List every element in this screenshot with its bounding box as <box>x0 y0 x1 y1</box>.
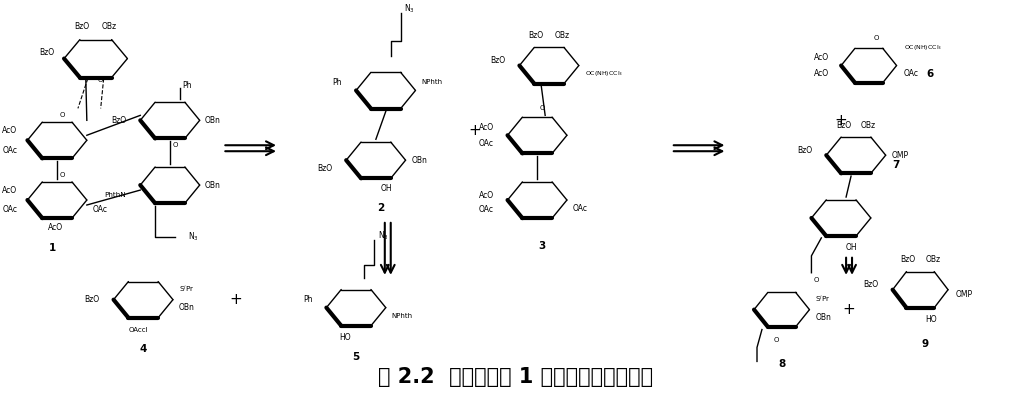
Text: OAc: OAc <box>478 139 494 148</box>
Text: 图 2.2  目标化合物 1 的逆合成分析示意图: 图 2.2 目标化合物 1 的逆合成分析示意图 <box>378 367 653 387</box>
Text: OBn: OBn <box>816 313 831 322</box>
Text: S$^i$Pr: S$^i$Pr <box>179 284 194 296</box>
Text: 9: 9 <box>922 340 929 349</box>
Text: 5: 5 <box>353 353 360 362</box>
Text: AcO: AcO <box>48 223 62 232</box>
Text: +: + <box>843 302 855 317</box>
Text: NPhth: NPhth <box>391 312 413 319</box>
Text: OAc: OAc <box>2 146 17 155</box>
Text: OBn: OBn <box>412 156 427 165</box>
Text: OBn: OBn <box>204 180 221 190</box>
Text: Ph: Ph <box>304 295 313 304</box>
Text: OBz: OBz <box>861 121 876 130</box>
Text: O: O <box>814 277 819 283</box>
Text: OAc: OAc <box>478 206 494 214</box>
Text: OC(NH)CCl$_3$: OC(NH)CCl$_3$ <box>585 69 623 78</box>
Text: Ph: Ph <box>333 78 342 87</box>
Text: BzO: BzO <box>864 280 879 289</box>
Text: BzO: BzO <box>317 164 332 173</box>
Text: AcO: AcO <box>2 186 17 195</box>
Text: O: O <box>59 112 64 118</box>
Text: BzO: BzO <box>528 31 543 40</box>
Text: OAc: OAc <box>2 206 17 214</box>
Text: AcO: AcO <box>815 53 829 62</box>
Text: PhthN: PhthN <box>104 192 127 198</box>
Text: OBn: OBn <box>204 116 221 125</box>
Text: O: O <box>774 336 780 342</box>
Text: OBz: OBz <box>555 31 570 40</box>
Text: BzO: BzO <box>111 116 127 125</box>
Text: OH: OH <box>381 184 392 193</box>
Text: OBn: OBn <box>179 303 195 312</box>
Text: HO: HO <box>925 315 937 324</box>
Text: +: + <box>468 123 481 138</box>
Text: +: + <box>229 292 241 307</box>
Text: N$_3$: N$_3$ <box>188 230 198 243</box>
Text: OH: OH <box>846 243 857 252</box>
Text: 8: 8 <box>778 359 785 370</box>
Text: 4: 4 <box>140 344 147 355</box>
Text: OAccl: OAccl <box>129 327 148 333</box>
Text: 1: 1 <box>49 243 56 253</box>
Text: 2: 2 <box>377 203 384 213</box>
Text: O: O <box>173 142 178 148</box>
Text: NPhth: NPhth <box>421 80 443 85</box>
Text: Ph: Ph <box>182 81 191 90</box>
Text: BzO: BzO <box>39 48 54 57</box>
Text: O: O <box>540 105 545 112</box>
Text: O: O <box>98 78 103 84</box>
Text: OBz: OBz <box>925 255 940 264</box>
Text: AcO: AcO <box>478 123 494 132</box>
Text: AcO: AcO <box>478 191 494 199</box>
Text: O: O <box>59 172 64 178</box>
Text: O: O <box>874 35 880 41</box>
Text: 7: 7 <box>892 160 899 170</box>
Text: N$_3$: N$_3$ <box>404 2 414 15</box>
Text: BzO: BzO <box>900 255 916 264</box>
Text: BzO: BzO <box>491 56 506 65</box>
Text: BzO: BzO <box>75 22 90 31</box>
Text: OAc: OAc <box>93 206 107 214</box>
Text: S$^i$Pr: S$^i$Pr <box>816 294 831 305</box>
Text: OMP: OMP <box>891 151 909 160</box>
Text: OAc: OAc <box>573 204 588 212</box>
Text: 3: 3 <box>539 241 546 251</box>
Text: AcO: AcO <box>815 69 829 78</box>
Text: HO: HO <box>339 333 352 342</box>
Text: OC(NH)CCl$_3$: OC(NH)CCl$_3$ <box>903 43 941 52</box>
Text: BzO: BzO <box>797 146 812 155</box>
Text: OBz: OBz <box>101 22 117 31</box>
Text: BzO: BzO <box>836 121 851 130</box>
Text: N$_3$: N$_3$ <box>378 230 388 242</box>
Text: OMP: OMP <box>956 290 973 299</box>
Text: 6: 6 <box>927 69 934 78</box>
Text: BzO: BzO <box>85 295 100 304</box>
Text: OAc: OAc <box>903 69 919 78</box>
Text: AcO: AcO <box>2 126 17 135</box>
Text: +: + <box>835 113 847 128</box>
